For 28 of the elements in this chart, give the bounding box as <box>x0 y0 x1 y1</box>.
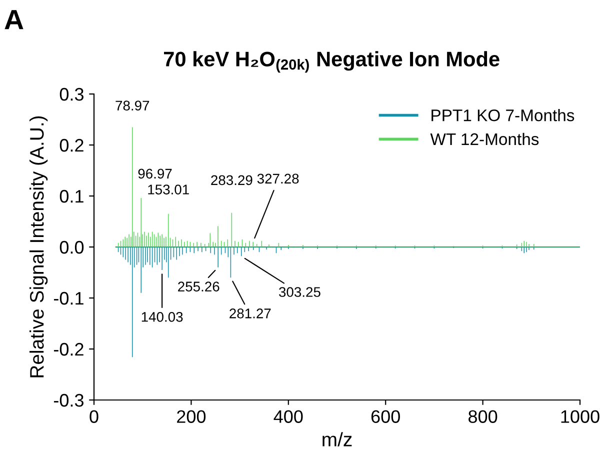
annotation: 78.97 <box>116 100 150 111</box>
annotation: 140.03 <box>142 312 183 322</box>
y-tick-label: 0.2 <box>60 138 84 152</box>
y-tick-label: 0.3 <box>60 88 84 101</box>
annotation: 281.27 <box>230 308 271 318</box>
x-axis-title: m/z <box>322 432 352 446</box>
annotation: 283.29 <box>211 175 252 186</box>
x-tick-label: 800 <box>468 410 498 423</box>
x-tick-label: 0 <box>90 410 98 423</box>
y-tick-label: -0.2 <box>54 342 84 356</box>
y-tick-label: 0.1 <box>60 190 84 203</box>
annotation: 153.01 <box>148 184 189 194</box>
y-tick-label: -0.3 <box>54 394 84 407</box>
text: A <box>4 10 24 30</box>
annotation: 327.28 <box>257 174 299 184</box>
y-tick-label: 0.0 <box>60 240 84 254</box>
y-axis-title: Relative Signal Intensity (A.U.) <box>29 116 48 378</box>
x-tick-label: 600 <box>371 410 400 423</box>
legend-label: WT 12-Months <box>430 132 539 146</box>
annotation: 303.25 <box>279 287 320 297</box>
x-tick-label: 1000 <box>561 410 600 423</box>
x-tick-label: 200 <box>177 410 206 423</box>
legend-label: PPT1 KO 7-Months <box>432 109 574 122</box>
x-tick-label: 400 <box>274 410 303 423</box>
annotation: 96.97 <box>138 168 172 179</box>
y-tick-label: -0.1 <box>54 292 84 305</box>
annotation: 255.26 <box>178 282 220 292</box>
chart-title: 70 keV H₂O$_{(20k)}$ Negative Ion Mode <box>164 51 500 73</box>
